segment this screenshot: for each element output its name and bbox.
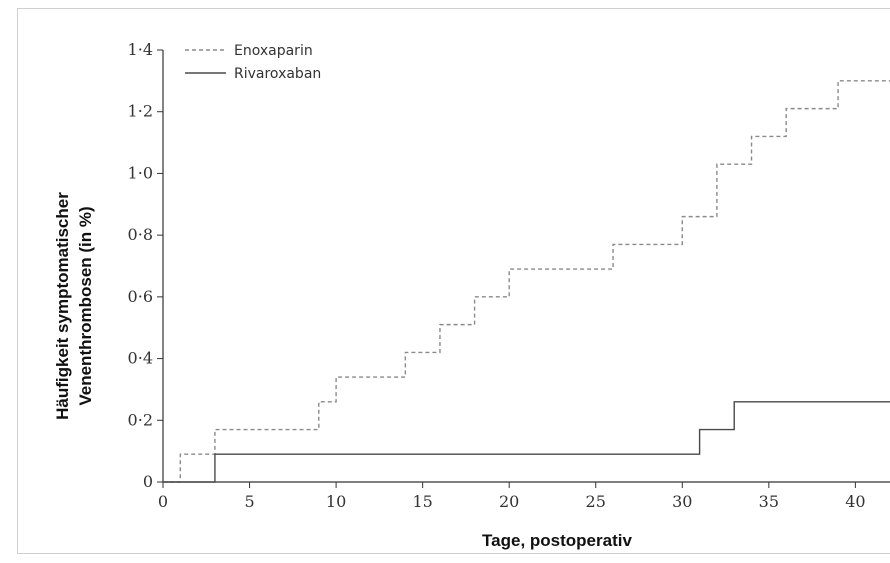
legend: Enoxaparin Rivaroxaban xyxy=(185,43,321,82)
y-tick-label: 0·2 xyxy=(128,410,153,429)
series-layer xyxy=(163,80,890,483)
chart-frame xyxy=(17,8,890,554)
x-axis-title: Tage, postoperativ xyxy=(482,531,632,550)
series-rivaroxaban-line xyxy=(163,401,890,483)
axes xyxy=(162,50,890,483)
x-tick-label: 30 xyxy=(672,492,692,511)
y-axis-title-line-1: Häufigkeit symptomatischer xyxy=(53,192,72,420)
x-tick-label: 0 xyxy=(158,492,168,511)
legend-label-rivaroxaban: Rivaroxaban xyxy=(234,66,321,82)
x-tick-label: 10 xyxy=(326,492,346,511)
x-tick-label: 20 xyxy=(499,492,519,511)
y-axis-title-line-2: Venenthrombosen (in %) xyxy=(76,206,95,405)
y-tick-label: 1·2 xyxy=(128,102,153,121)
y-tick-label: 0 xyxy=(143,472,153,491)
x-tick-label: 5 xyxy=(244,492,254,511)
legend-label-enoxaparin: Enoxaparin xyxy=(234,43,313,59)
y-tick-label: 1·4 xyxy=(128,40,153,59)
y-tick-label: 0·8 xyxy=(128,225,153,244)
y-tick-label: 0·4 xyxy=(128,349,153,368)
y-tick-label: 0·6 xyxy=(128,287,153,306)
x-tick-label: 15 xyxy=(412,492,432,511)
x-tick-label: 40 xyxy=(845,492,865,511)
x-tick-label: 25 xyxy=(586,492,606,511)
series-enoxaparin-line xyxy=(163,80,890,483)
ticks: 0 5 10 15 20 25 30 35 40 0 0·2 0·4 0·6 0·8 1·0 1·2 1·4 xyxy=(128,40,866,511)
x-tick-label: 35 xyxy=(759,492,779,511)
y-tick-label: 1·0 xyxy=(128,163,153,182)
